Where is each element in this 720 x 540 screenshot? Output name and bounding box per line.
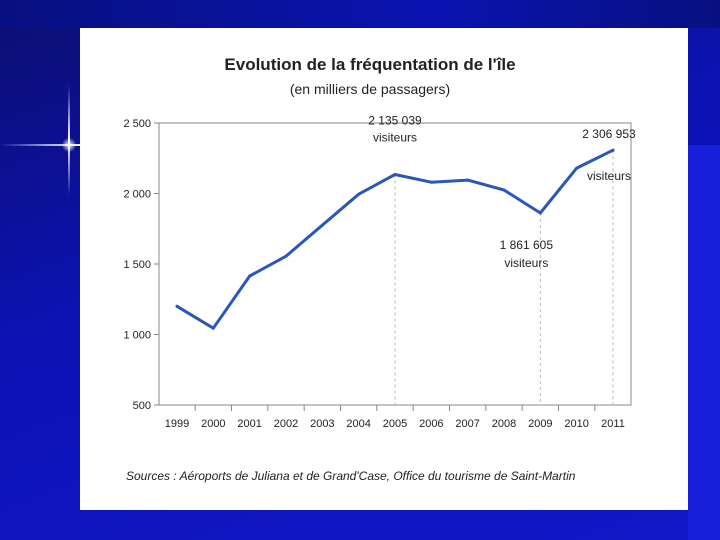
data-point-2010 [575,166,579,170]
data-point-2001 [248,274,252,278]
y-axis-ticks: 500 1 000 1 500 2 000 2 500 [123,118,159,412]
annotation-unit-2011: visiteurs [587,169,631,183]
x-tick-label: 2009 [528,418,552,430]
data-point-2005 [393,172,397,176]
x-tick-label: 2001 [237,418,261,430]
x-tick-label: 2003 [310,418,334,430]
annotation-value-2005: 2 135 039 [368,113,422,127]
y-tick-label: 500 [133,400,151,412]
x-tick-label: 2006 [419,418,443,430]
x-tick-label: 2007 [455,418,479,430]
annotation-unit-2005: visiteurs [373,130,417,144]
x-tick-label: 2005 [383,418,407,430]
annotation-guide-lines [394,150,614,405]
annotation-value-2011: 2 306 953 [582,127,636,141]
chart-title: Evolution de la fréquentation de l'île [224,55,515,74]
sparkle-icon [62,138,76,152]
slide-top-band [0,0,720,28]
chart-panel: Evolution de la fréquentation de l'île (… [80,28,688,510]
data-point-2006 [429,180,433,184]
chart-source: Sources : Aéroports de Juliana et de Gra… [126,469,576,483]
x-axis-ticks: 1999 2000 2001 2002 2003 2004 2005 2006 2007 2008… [165,405,625,430]
data-point-2007 [466,178,470,182]
sparkle-ray-horizontal [0,144,82,146]
data-point-1999 [175,304,179,308]
x-tick-label: 2002 [274,418,298,430]
data-point-2000 [211,326,215,330]
annotation-unit-2009: visiteurs [504,256,548,270]
slide-right-band [688,145,720,540]
data-point-2003 [320,223,324,227]
data-point-2004 [357,192,361,196]
series-points [175,148,615,330]
x-tick-label: 2011 [601,418,625,430]
data-point-2009 [538,211,542,215]
x-tick-label: 2004 [346,418,370,430]
chart-subtitle: (en milliers de passagers) [290,81,450,97]
x-tick-label: 2010 [564,418,588,430]
annotation-value-2009: 1 861 605 [500,238,554,252]
x-tick-label: 2008 [492,418,516,430]
data-point-2002 [284,254,288,258]
data-point-2008 [502,188,506,192]
y-tick-label: 2 500 [123,118,151,130]
x-tick-label: 1999 [165,418,189,430]
data-point-2011 [611,148,615,152]
line-chart: Evolution de la fréquentation de l'île (… [123,55,636,483]
annotations: 2 135 039 visiteurs 1 861 605 visiteurs 2 30… [368,113,636,269]
y-tick-label: 1 000 [123,330,151,342]
x-tick-label: 2000 [201,418,225,430]
y-tick-label: 2 000 [123,189,151,201]
y-tick-label: 1 500 [123,259,151,271]
